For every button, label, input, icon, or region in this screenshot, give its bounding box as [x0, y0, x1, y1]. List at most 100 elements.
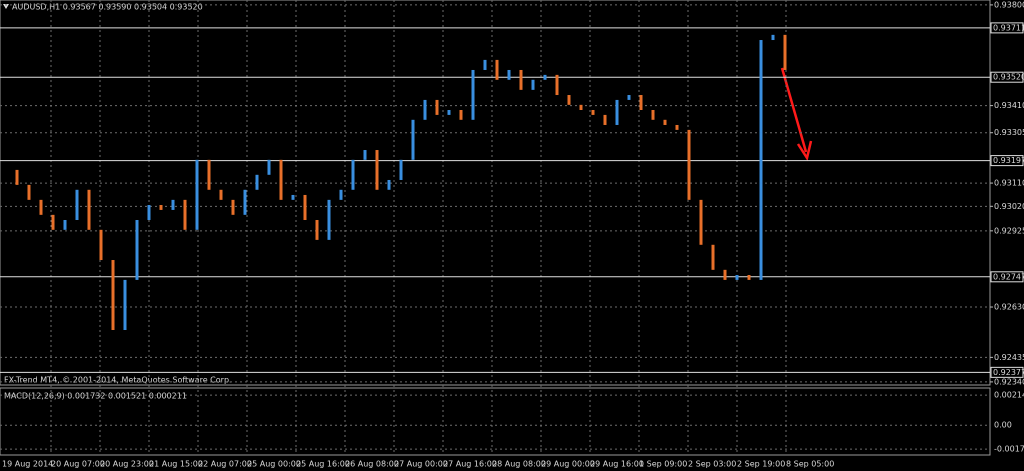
- y-tick-label: 0.92340: [994, 377, 1024, 386]
- candle: [351, 159, 355, 190]
- candle: [195, 159, 199, 230]
- x-tick-label: 25 Aug 00:00: [247, 460, 301, 469]
- x-tick-label: 25 Aug 16:00: [296, 460, 350, 469]
- candle: [63, 220, 67, 230]
- candle: [687, 129, 691, 200]
- candle: [111, 260, 115, 330]
- candle: [699, 199, 703, 245]
- macd-tick-label: 0.00214: [994, 391, 1024, 400]
- candle: [279, 159, 283, 200]
- candle: [291, 194, 295, 200]
- candle: [51, 214, 55, 230]
- candle: [591, 110, 595, 115]
- x-tick-label: 26 Aug 08:00: [345, 460, 399, 469]
- candle: [363, 150, 367, 160]
- candle: [147, 205, 151, 220]
- main-frame: [0, 0, 991, 386]
- candle: [327, 199, 331, 240]
- candle: [303, 194, 307, 220]
- candle: [423, 99, 427, 120]
- x-tick-label: 27 Aug 00:00: [394, 460, 448, 469]
- candle: [507, 69, 511, 80]
- candle: [711, 244, 715, 270]
- candle: [531, 79, 535, 90]
- candle: [87, 189, 91, 230]
- y-tick-label: 0.93800: [994, 0, 1024, 9]
- candle: [243, 189, 247, 215]
- candle: [759, 40, 763, 280]
- x-tick-label: 29 Aug 16:00: [590, 460, 644, 469]
- candle: [39, 199, 43, 215]
- candle: [771, 34, 775, 41]
- candle: [315, 220, 319, 240]
- x-tick-label: 22 Aug 07:00: [198, 460, 252, 469]
- x-tick-label: 27 Aug 16:00: [443, 460, 497, 469]
- candle: [123, 279, 127, 330]
- candle: [387, 179, 391, 190]
- candle: [519, 69, 523, 90]
- arrow-head: [796, 140, 813, 162]
- candle: [435, 99, 439, 115]
- candle: [411, 119, 415, 160]
- y-tick-label: 0.92630: [994, 303, 1024, 312]
- candle: [99, 229, 103, 261]
- candle: [267, 159, 271, 175]
- level-label: 0.93711: [993, 23, 1024, 32]
- candle: [375, 150, 379, 190]
- x-tick-label: 29 Aug 00:00: [541, 460, 595, 469]
- level-label: 0.93520: [993, 73, 1024, 82]
- macd-frame: [0, 387, 991, 456]
- level-label: 0.92377: [993, 368, 1024, 377]
- level-box: [990, 22, 1024, 34]
- candle: [639, 95, 643, 110]
- macd-tick-label: 0.00: [994, 421, 1012, 430]
- level-box: [990, 366, 1024, 378]
- candle: [651, 110, 655, 120]
- candle: [135, 220, 139, 280]
- level-box: [990, 271, 1024, 283]
- candle: [447, 110, 451, 115]
- candle: [603, 114, 607, 125]
- candle: [747, 275, 751, 280]
- macd-title: MACD(12,26,9) 0.001732 0.001521 0.000211: [4, 392, 187, 401]
- candle: [75, 189, 79, 220]
- level-box: [990, 71, 1024, 83]
- level-box: [990, 155, 1024, 167]
- candle: [183, 199, 187, 230]
- x-tick-label: 2 Sep 19:00: [737, 460, 785, 469]
- candle: [171, 199, 175, 210]
- chart-title: AUDUSD,H1 0.93567 0.93590 0.93504 0.9352…: [12, 3, 203, 12]
- candle: [675, 124, 679, 130]
- candle: [783, 34, 787, 70]
- candle: [663, 119, 667, 125]
- candle: [627, 95, 631, 100]
- x-tick-label: 21 Aug 15:00: [149, 460, 203, 469]
- x-tick-label: 20 Aug 23:00: [100, 460, 154, 469]
- x-tick-label: 19 Aug 2014: [2, 460, 53, 469]
- menu-icon: [3, 4, 9, 9]
- candle: [339, 189, 343, 200]
- candle: [483, 59, 487, 70]
- candle: [159, 205, 163, 210]
- candle: [27, 184, 31, 200]
- level-label: 0.93197: [993, 156, 1024, 165]
- candle: [219, 189, 223, 200]
- y-tick-label: 0.93020: [994, 202, 1024, 211]
- y-tick-label: 0.93410: [994, 101, 1024, 110]
- y-tick-label: 0.93305: [994, 128, 1024, 137]
- macd-tick-label: -0.00170: [994, 445, 1024, 454]
- candle: [471, 69, 475, 120]
- candle: [555, 74, 559, 96]
- candle: [615, 99, 619, 125]
- y-tick-label: 0.92925: [994, 226, 1024, 235]
- candle: [459, 110, 463, 120]
- footer: FX-Trend MT4, © 2001-2014, MetaQuotes So…: [4, 376, 232, 385]
- candle: [231, 199, 235, 215]
- x-tick-label: 2 Sep 03:00: [688, 460, 736, 469]
- candle: [15, 169, 19, 185]
- level-label: 0.92747: [993, 272, 1024, 281]
- candle: [567, 95, 571, 105]
- candle: [207, 159, 211, 190]
- x-tick-label: 1 Sep 09:00: [639, 460, 687, 469]
